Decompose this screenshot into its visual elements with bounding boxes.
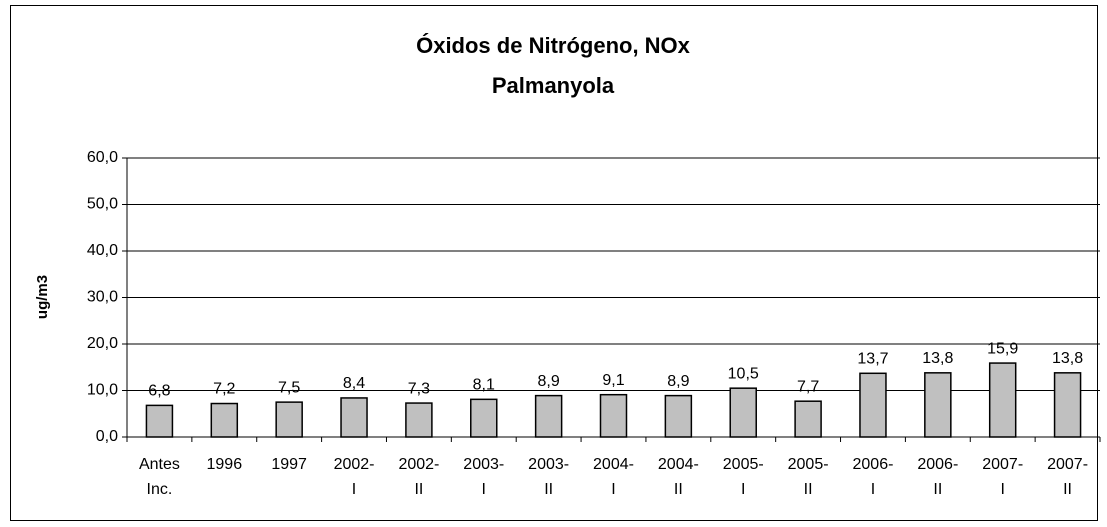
value-label: 13,8 — [1052, 350, 1083, 367]
y-tick-label: 50,0 — [87, 196, 118, 213]
y-axis-label: ug/m3 — [34, 275, 51, 319]
x-tick-label: 2003-I — [463, 456, 504, 498]
value-label: 8,9 — [667, 373, 689, 390]
bar — [664, 394, 693, 438]
x-tick-label: 2004-I — [593, 456, 634, 498]
x-tick-label: 2002-I — [334, 456, 375, 498]
x-tick-label: 2003-II — [528, 456, 569, 498]
bar — [794, 400, 822, 438]
value-label: 8,9 — [538, 373, 560, 390]
bar — [924, 372, 952, 438]
chart-title: Óxidos de Nitrógeno, NOx — [416, 33, 691, 58]
y-tick-label: 40,0 — [87, 242, 118, 259]
x-tick-label: 2007-I — [982, 456, 1023, 498]
bar — [599, 393, 628, 438]
value-label: 7,7 — [797, 378, 819, 395]
bar — [534, 394, 563, 438]
bar — [275, 401, 303, 438]
bar — [340, 397, 368, 438]
bar — [729, 387, 757, 438]
x-tick-label: 2007-II — [1047, 456, 1088, 498]
x-tick-label: Antes Inc. — [139, 456, 180, 498]
bar — [1053, 372, 1082, 438]
bar — [988, 362, 1017, 438]
value-label: 7,2 — [213, 381, 235, 398]
y-tick-label: 60,0 — [87, 149, 118, 166]
value-label: 9,1 — [602, 372, 624, 389]
x-tick-label: 2005-II — [788, 456, 829, 498]
bar — [145, 404, 174, 438]
bar — [210, 402, 239, 438]
value-label: 8,1 — [473, 377, 495, 394]
value-label: 10,5 — [728, 365, 759, 382]
value-label: 13,8 — [922, 350, 953, 367]
x-tick-label: 2004-II — [658, 456, 699, 498]
y-tick-label: 30,0 — [87, 289, 118, 306]
x-tick-label: 2006-I — [853, 456, 894, 498]
value-label: 7,5 — [278, 379, 300, 396]
value-label: 13,7 — [857, 351, 888, 368]
value-label: 7,3 — [408, 380, 430, 397]
bar — [405, 402, 433, 438]
chart-subtitle: Palmanyola — [492, 73, 615, 98]
x-tick-label: 2005-I — [723, 456, 764, 498]
x-tick-label: 1996 — [207, 456, 243, 473]
x-tick-label: 1997 — [271, 456, 307, 473]
x-tick-label: 2002-II — [398, 456, 439, 498]
bar — [859, 372, 887, 438]
y-tick-label: 0,0 — [96, 428, 118, 445]
x-tick-label: 2006-II — [917, 456, 958, 498]
y-tick-label: 10,0 — [87, 382, 118, 399]
bar — [470, 398, 498, 438]
y-tick-label: 20,0 — [87, 335, 118, 352]
value-label: 15,9 — [987, 340, 1018, 357]
value-label: 8,4 — [343, 375, 365, 392]
value-label: 6,8 — [148, 383, 170, 400]
